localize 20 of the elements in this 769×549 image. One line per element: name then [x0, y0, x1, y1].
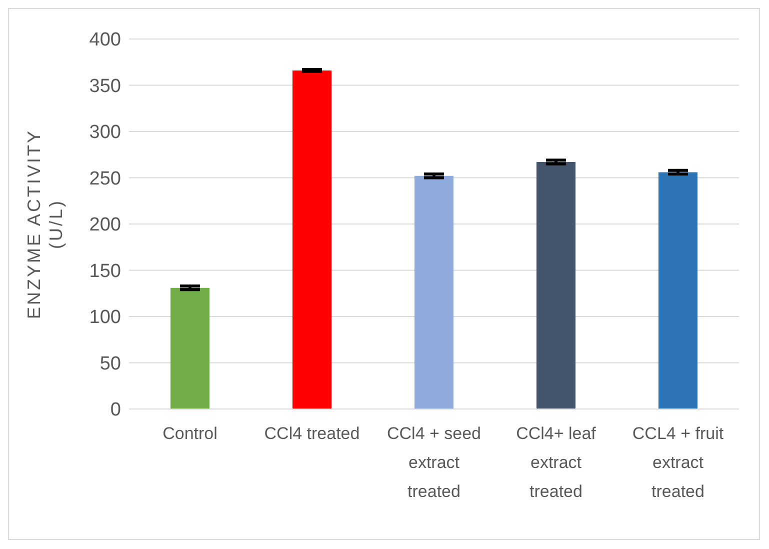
y-tick-label: 0	[110, 400, 121, 421]
x-tick-label: CCL4 + fruit extract treated	[632, 424, 724, 501]
y-tick-label: 50	[100, 353, 121, 374]
bar	[658, 172, 698, 409]
y-tick-label: 200	[89, 214, 121, 236]
y-axis-title: ENZYME ACTIVITY (U/L)	[24, 128, 66, 320]
bar	[170, 288, 210, 409]
x-tick-label: CCl4 + seed extract treated	[386, 424, 482, 501]
y-tick-label: 250	[89, 168, 121, 190]
x-tick-label: Control	[162, 424, 218, 443]
y-tick-label: 100	[89, 307, 121, 328]
y-tick-label: 300	[89, 122, 121, 144]
bar	[414, 176, 454, 409]
y-tick-label: 150	[89, 260, 121, 282]
bar	[536, 162, 576, 409]
y-tick-label: 350	[89, 76, 121, 97]
bar	[292, 70, 332, 409]
x-tick-label: CCl4 treated	[264, 424, 360, 443]
x-tick-label: CCl4+ leaf extract treated	[516, 424, 596, 501]
y-tick-label: 400	[89, 30, 121, 51]
